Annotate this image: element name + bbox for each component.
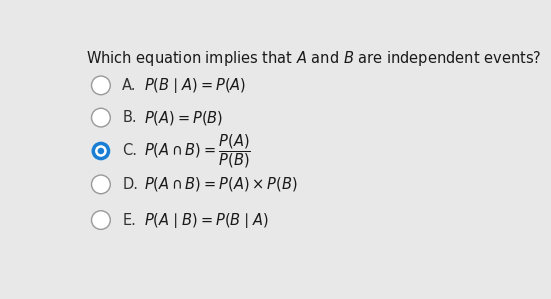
Text: $P(A \cap B) = \dfrac{P(A)}{P(B)}$: $P(A \cap B) = \dfrac{P(A)}{P(B)}$	[144, 132, 251, 170]
Ellipse shape	[91, 76, 110, 95]
Text: C.: C.	[122, 144, 137, 158]
Ellipse shape	[95, 145, 107, 157]
Ellipse shape	[91, 142, 110, 160]
Text: B.: B.	[122, 110, 137, 125]
Text: $P(A) = P(B)$: $P(A) = P(B)$	[144, 109, 223, 126]
Ellipse shape	[91, 108, 110, 127]
Ellipse shape	[91, 211, 110, 229]
Text: D.: D.	[122, 177, 138, 192]
Text: Which equation implies that $A$ and $B$ are independent events?: Which equation implies that $A$ and $B$ …	[86, 48, 541, 68]
Text: $P(A \cap B) = P(A) \times P(B)$: $P(A \cap B) = P(A) \times P(B)$	[144, 176, 298, 193]
Text: $P(A \mid B) = P(B \mid A)$: $P(A \mid B) = P(B \mid A)$	[144, 210, 269, 230]
Text: $P(B \mid A) = P(A)$: $P(B \mid A) = P(A)$	[144, 76, 246, 95]
Text: E.: E.	[122, 213, 136, 228]
Text: A.: A.	[122, 78, 137, 93]
Ellipse shape	[91, 175, 110, 194]
Ellipse shape	[98, 148, 104, 154]
